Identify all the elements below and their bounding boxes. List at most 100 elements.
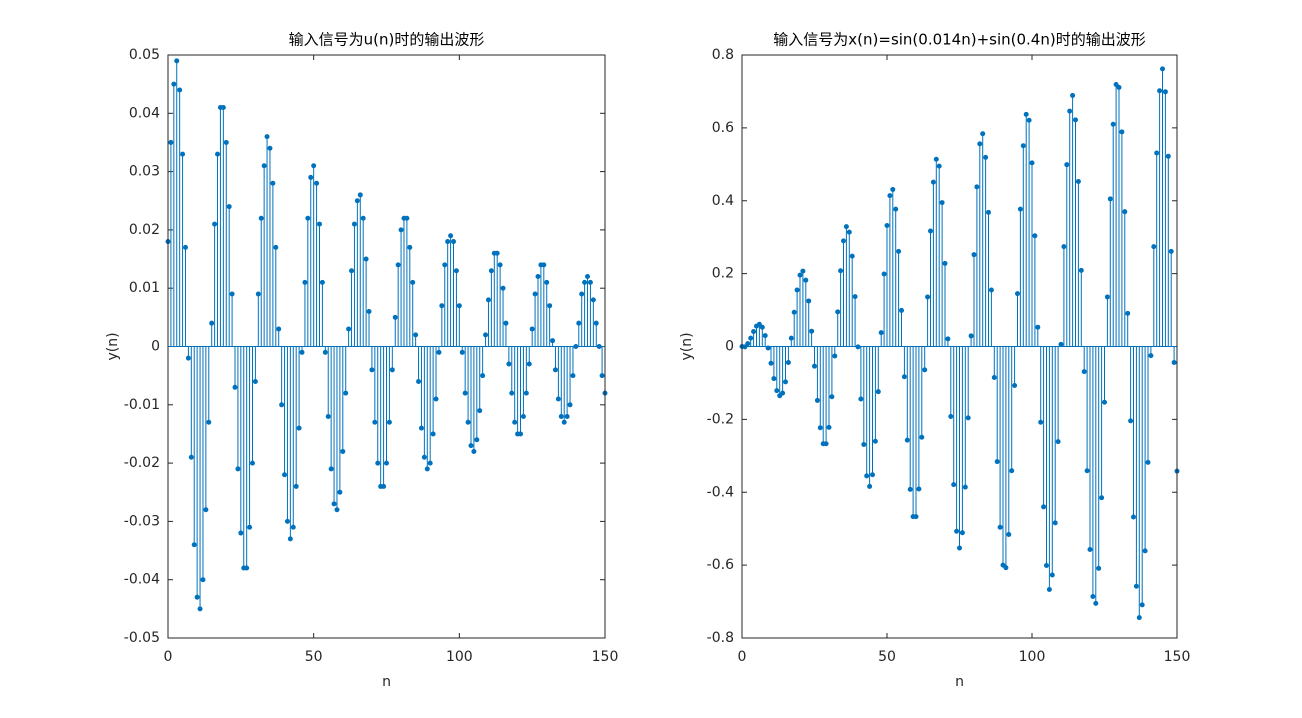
stem-marker [997, 524, 1003, 530]
stem [907, 346, 913, 492]
stem-marker [1110, 121, 1116, 127]
stem-marker [284, 518, 290, 524]
stem-marker [1104, 294, 1110, 300]
stem [951, 346, 957, 488]
stem-marker [372, 419, 378, 425]
stem-marker [1131, 514, 1136, 520]
stem-marker [319, 279, 325, 285]
stem [803, 277, 809, 347]
stem [991, 346, 997, 380]
stem-marker [357, 192, 363, 198]
stem [765, 345, 771, 351]
stem-marker [485, 297, 491, 303]
stem [1107, 196, 1113, 347]
stem-marker [878, 330, 884, 336]
stem-marker [585, 274, 591, 280]
stem [529, 326, 535, 347]
stem [316, 221, 322, 347]
stem [1122, 209, 1128, 347]
stem-marker [279, 402, 285, 408]
stem [1154, 150, 1160, 347]
stem [276, 326, 282, 347]
stem [544, 279, 550, 347]
stem-marker [768, 360, 774, 366]
stem [1003, 346, 1009, 571]
stem-marker [751, 329, 757, 335]
stem-marker [203, 507, 209, 513]
stem [456, 303, 462, 347]
stem-marker [1113, 82, 1119, 88]
stem-marker [1035, 324, 1041, 330]
stem [1087, 346, 1093, 552]
stem [573, 344, 579, 349]
stem [509, 346, 515, 396]
stem [290, 346, 296, 530]
stem-marker [494, 250, 500, 256]
stem [182, 244, 188, 347]
stem-marker [503, 320, 509, 326]
stem-marker [316, 221, 322, 227]
stem [471, 346, 477, 454]
stem-marker [1032, 233, 1038, 239]
stem [407, 244, 413, 347]
stem-marker [829, 394, 835, 400]
stem [177, 87, 183, 347]
stem [325, 346, 331, 419]
stem-marker [468, 443, 474, 449]
stem [878, 330, 884, 347]
stem [1136, 346, 1142, 621]
stem-marker [849, 253, 855, 259]
stem-marker [1162, 89, 1168, 95]
stem [919, 346, 925, 440]
stem-marker [384, 460, 389, 466]
stem [372, 346, 378, 425]
stem-marker [232, 384, 238, 390]
stem-marker [1133, 583, 1139, 589]
stem [1116, 84, 1122, 347]
stem-marker [506, 361, 512, 367]
stem-marker [974, 184, 980, 190]
stem [1044, 346, 1049, 568]
stem [174, 58, 180, 347]
stem-marker [328, 466, 334, 472]
stem-marker [991, 374, 997, 380]
stem [247, 346, 253, 530]
stem-marker [570, 373, 576, 379]
stem-marker [424, 466, 430, 472]
stem-marker [742, 344, 748, 350]
stem [468, 346, 474, 449]
stem-marker [814, 397, 820, 403]
stem-marker [803, 277, 809, 283]
stem [1160, 66, 1165, 347]
stem [520, 346, 526, 419]
stem [901, 346, 907, 380]
stem-marker [386, 419, 392, 425]
stem-marker [1003, 565, 1009, 571]
y-tick-label: -0.03 [124, 513, 160, 529]
stem [436, 346, 442, 355]
stem [1070, 92, 1076, 347]
stem [1110, 121, 1116, 347]
stem [273, 244, 279, 347]
stem [212, 221, 218, 347]
stem-marker [904, 437, 910, 443]
stem-marker [459, 349, 465, 355]
y-tick-label: -0.2 [707, 411, 734, 427]
stem [590, 297, 596, 347]
stem [232, 346, 238, 390]
x-tick-label: 100 [446, 649, 473, 665]
y-tick-label: 0.2 [712, 266, 734, 282]
stem-marker [890, 186, 896, 192]
stem-marker [287, 536, 293, 542]
stem [754, 323, 759, 347]
stem [1131, 346, 1136, 520]
stem-marker [785, 360, 791, 366]
stem-marker [939, 200, 945, 206]
stem [1093, 346, 1099, 606]
stem-marker [413, 332, 419, 338]
stem-marker [544, 279, 550, 285]
stem [1162, 89, 1168, 347]
stem [997, 346, 1003, 530]
stem [552, 346, 558, 373]
stem [962, 346, 968, 490]
